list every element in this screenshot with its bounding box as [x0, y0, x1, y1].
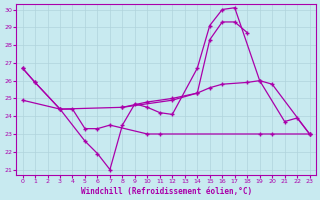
X-axis label: Windchill (Refroidissement éolien,°C): Windchill (Refroidissement éolien,°C) — [81, 187, 252, 196]
